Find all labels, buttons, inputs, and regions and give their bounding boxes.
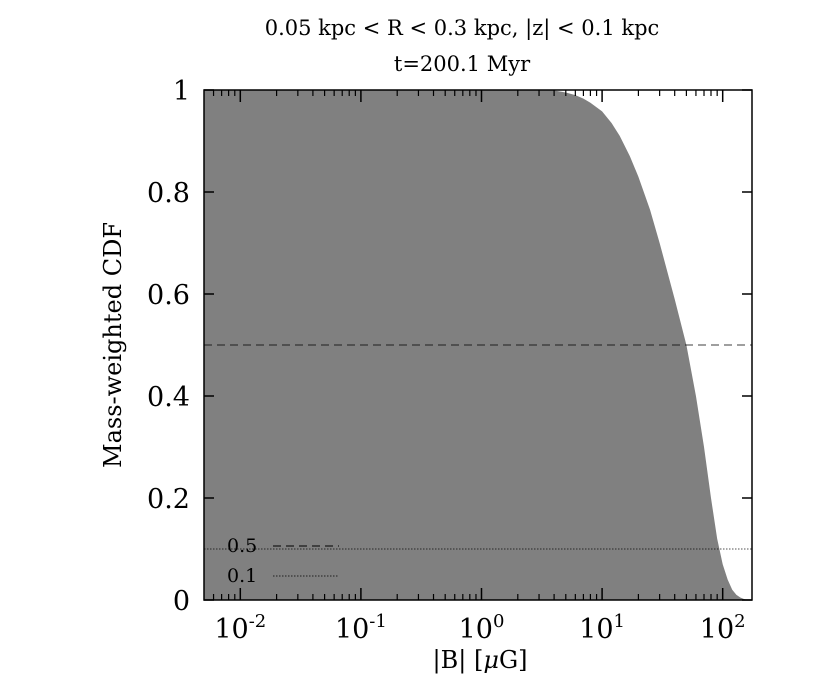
x-tick-label: 10-1 (335, 611, 387, 645)
y-axis-label: Mass-weighted CDF (99, 222, 127, 468)
x-axis-label-mu: μ (483, 646, 499, 674)
reference-lines (204, 344, 752, 550)
plot-area: 00.20.40.60.81 10-2 10-1 100 101 102 0.50.1 (147, 76, 753, 645)
y-axis-ticks: 0 0.2 0.4 0.6 0.8 1 (147, 76, 752, 617)
y-tick-label: 0.6 (147, 280, 190, 311)
x-axis-ticks: 10-2 10-1 100 101 102 (212, 90, 746, 645)
x-axis-label-prefix: |B| [ (433, 646, 484, 675)
chart-subtitle: t=200.1 Myr (394, 52, 531, 76)
y-tick-label: 0.8 (147, 178, 190, 209)
x-axis-label: |B| [μG] (433, 646, 528, 675)
plot-frame (203, 89, 753, 601)
x-tick-label: 101 (579, 611, 625, 645)
y-tick-label: 0.2 (147, 484, 190, 515)
legend-label-0.1: 0.1 (227, 565, 257, 587)
y-tick-label: 0.4 (147, 382, 190, 413)
x-axis-label-suffix: G] (499, 646, 528, 674)
y-tick-label: 1 (173, 76, 190, 107)
x-tick-label: 100 (459, 611, 505, 645)
legend-label-0.5: 0.5 (227, 535, 257, 557)
y-tick-label: 0 (173, 586, 190, 617)
x-tick-label: 10-2 (214, 611, 266, 645)
x-tick-label: 102 (700, 611, 746, 645)
chart-title: 0.05 kpc < R < 0.3 kpc, |z| < 0.1 kpc (265, 16, 660, 41)
legend: 0.50.1 (227, 535, 339, 587)
